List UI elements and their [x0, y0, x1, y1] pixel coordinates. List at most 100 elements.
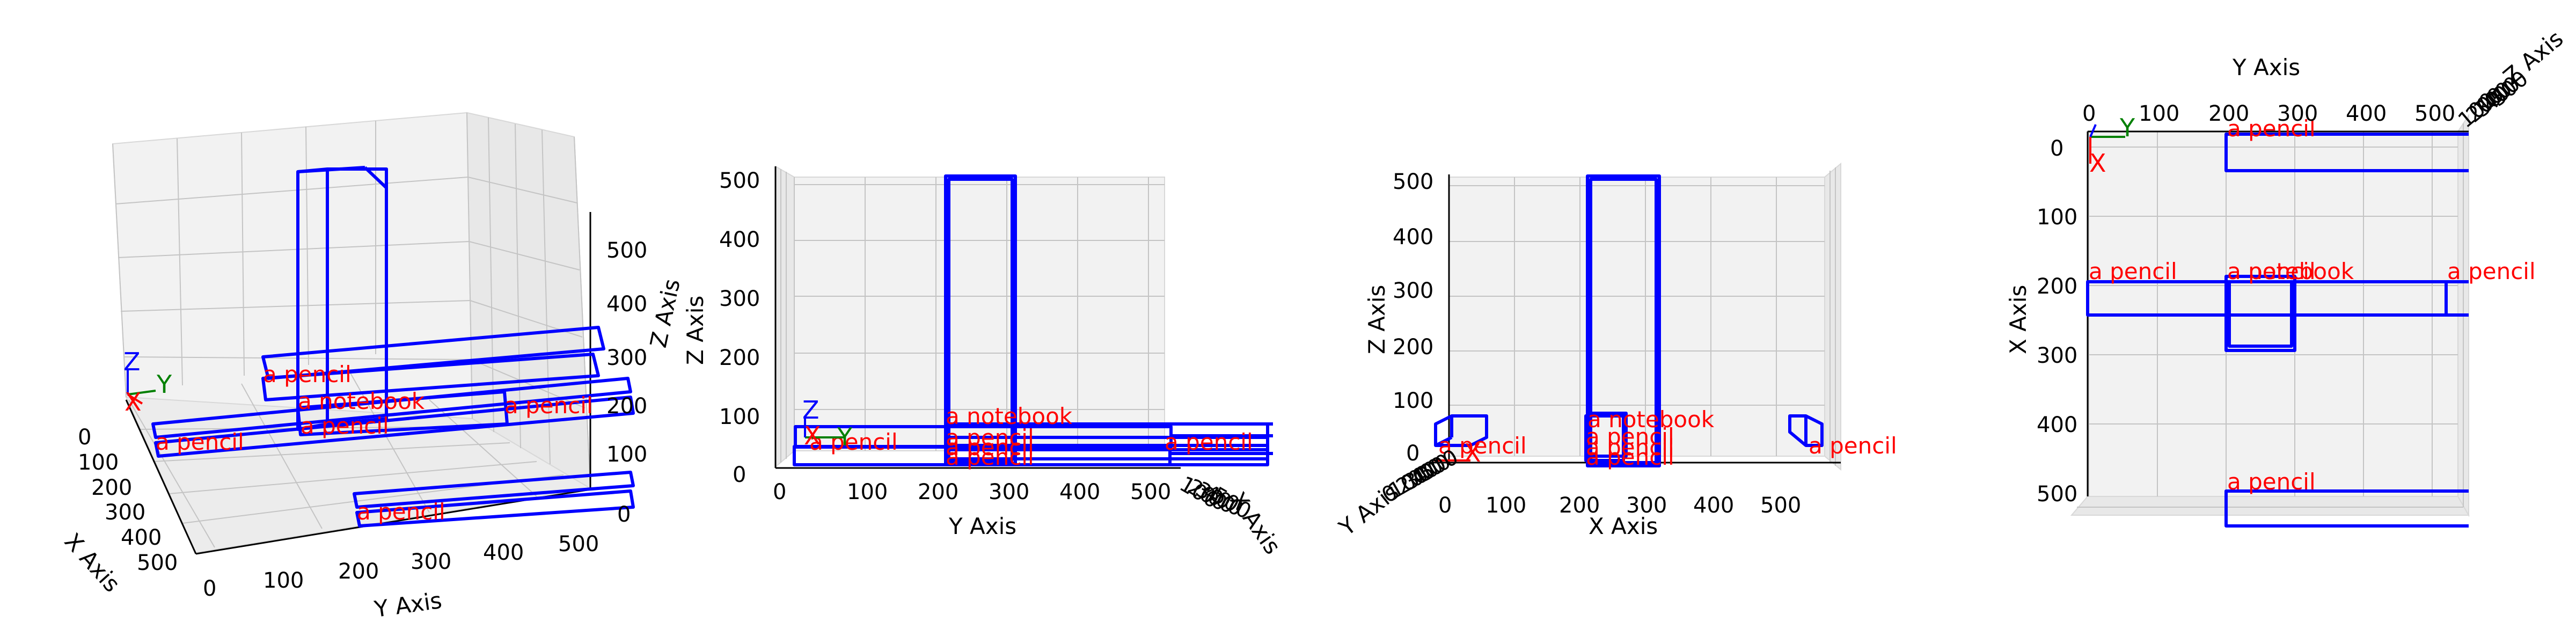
grid-lines [780, 169, 1165, 463]
object-label: a pencil [946, 425, 1034, 451]
box-edge [2224, 275, 2296, 352]
ticks-perspective: 0 100 200 300 400 500 0 100 200 300 400 … [78, 238, 647, 601]
box-edge [353, 471, 635, 509]
z-axis-label: Z Axis [645, 276, 685, 350]
x-axis-label: X Axis [60, 528, 126, 597]
y-tick: 400 [719, 228, 760, 252]
z-tick: 100 [606, 442, 647, 467]
box-edge [261, 326, 605, 380]
box-edge [2228, 280, 2293, 348]
x-tick: 400 [1693, 493, 1734, 518]
boxes-perspective [151, 166, 635, 528]
x-tick: 500 [1760, 493, 1801, 518]
x-tick: 300 [989, 480, 1029, 504]
x-tick: 0 [78, 425, 91, 450]
x-tick: 200 [918, 480, 958, 504]
object-label: a pencil [1586, 423, 1674, 450]
panes [775, 165, 1165, 469]
panel-perspective: a pencil a notebook a pencil a pencil a … [60, 112, 685, 623]
object-label: a pencil [504, 392, 593, 419]
panel-front: a notebook a pencil a pencil a pencil a … [682, 165, 1286, 559]
x-tick: 200 [1559, 493, 1600, 518]
y-tick: 400 [483, 540, 524, 565]
y-tick: 0 [733, 463, 746, 487]
x-tick: 300 [1626, 493, 1667, 518]
x-tick: 500 [2414, 101, 2455, 126]
box-edge [297, 166, 365, 173]
x-tick: 0 [773, 480, 786, 504]
depth-axis-label: Y Axis [1334, 479, 1403, 541]
z-tick: 300 [606, 346, 647, 370]
object-label: a pencil [2447, 258, 2536, 284]
y-tick: 0 [203, 576, 216, 601]
x-tick: 200 [91, 475, 132, 500]
panes [112, 112, 592, 554]
y-tick: 300 [719, 287, 760, 311]
object-label: a pencil [156, 429, 244, 455]
object-label: a pencil [2227, 258, 2316, 284]
box-edge [296, 390, 509, 436]
y-tick: 100 [263, 568, 304, 593]
x-axis-label: X Axis [1589, 513, 1658, 539]
y-tick: 300 [1393, 279, 1433, 303]
triad-y-label: Y [156, 370, 172, 399]
triad-front: X Y Z [802, 396, 853, 451]
triad-z-label: Z [802, 396, 819, 425]
y-tick: 500 [2037, 482, 2077, 507]
triad-y-label: Y [2119, 113, 2135, 142]
y-axis-label: Z Axis [682, 296, 708, 365]
x-tick: 500 [137, 551, 178, 575]
z-tick: 400 [606, 292, 647, 317]
x-tick: 300 [105, 500, 145, 525]
z-tick: 200 [606, 394, 647, 419]
object-labels-top: a pencil a pencil a pencil a notebook a … [2089, 115, 2536, 495]
object-label: a notebook [946, 403, 1073, 429]
boxes-top [2086, 133, 2469, 528]
x-tick: 400 [121, 525, 162, 550]
y-tick: 300 [411, 550, 451, 574]
box-edge [154, 396, 635, 458]
y-tick: 200 [719, 346, 760, 370]
panel-side: a notebook a pencil a pencil a pencil a … [1334, 162, 1897, 541]
y-tick: 200 [2037, 274, 2077, 299]
box-edge [793, 445, 1172, 466]
triad-x-label: X [804, 421, 821, 450]
x-tick: 0 [2082, 101, 2096, 126]
y-tick: 500 [558, 532, 599, 557]
y-tick: 500 [719, 169, 760, 193]
y-axis-label: X Axis [2005, 285, 2031, 354]
box-edge [355, 489, 635, 528]
panes [1448, 162, 1841, 471]
y-tick: 300 [2037, 343, 2077, 368]
y-tick: 0 [1406, 441, 1419, 466]
object-label: a pencil [809, 429, 898, 455]
y-tick: 100 [2037, 205, 2077, 230]
object-label: a pencil [2227, 115, 2316, 142]
depth-axis-label: Z Axis [2498, 25, 2568, 90]
z-tick: 500 [606, 238, 647, 263]
depth-axis-label: X Axis [1225, 487, 1286, 559]
object-label: a notebook [298, 388, 425, 414]
y-axis-label: Z Axis [1364, 285, 1390, 354]
object-label: a pencil [357, 499, 445, 525]
object-label: a pencil [1438, 433, 1527, 459]
object-label: a pencil [946, 444, 1034, 470]
triad-top: X Y [2089, 113, 2135, 178]
box-edge [1435, 436, 1453, 447]
axis-spines [774, 166, 1181, 469]
y-tick: 100 [1393, 389, 1433, 413]
object-label: a pencil [1165, 429, 1253, 455]
object-label: a notebook [2227, 258, 2354, 284]
y-tick: 400 [1393, 225, 1433, 250]
object-labels-side: a notebook a pencil a pencil a pencil a … [1438, 406, 1897, 470]
object-label: a pencil [1586, 444, 1674, 470]
object-label: a notebook [1587, 406, 1715, 433]
y-axis-label: Y Axis [372, 587, 444, 623]
object-labels-front: a notebook a pencil a pencil a pencil a … [809, 403, 1253, 470]
x-tick: 400 [1059, 480, 1100, 504]
boxes-front [793, 174, 1273, 466]
x-axis-label: Y Axis [2232, 54, 2300, 80]
box-edge [2224, 489, 2469, 528]
triad-side: X [1434, 438, 1481, 467]
